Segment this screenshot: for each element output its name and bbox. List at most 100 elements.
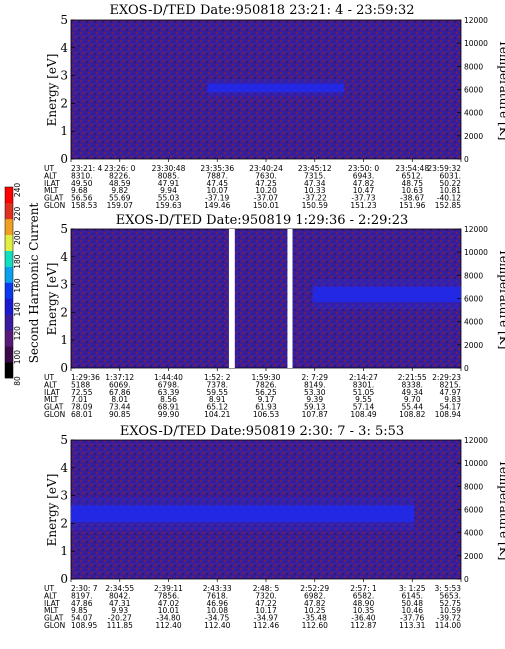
ephemeris-row-label: GLON [44,621,65,630]
ephemeris-cell: 2:34:55 [105,584,134,593]
ephemeris-cell: 67.86 [109,388,131,397]
ephemeris-cell: 51.05 [353,388,375,397]
ephemeris-row-label: GLAT [44,614,64,623]
ephemeris-cell: -20.27 [108,614,132,623]
ephemeris-cell: 68.91 [158,403,180,412]
ephemeris-cell: 46.96 [207,599,229,608]
colorbar-cell [5,298,13,315]
band-halo [312,279,461,310]
ephemeris-cell: -37.73 [351,194,375,203]
ephemeris-cell: 23:21: 4 [71,164,103,173]
ytick-right-label: 6000 [464,86,483,95]
ytick-right-label: 12000 [464,225,488,234]
ephemeris-cell: 23:30:48 [152,164,186,173]
ephemeris-cell: 8.91 [209,395,226,404]
ytick-label: 2 [60,96,68,110]
ephemeris-cell: 6145. [402,591,423,600]
ephemeris-cell: 9.70 [404,395,421,404]
ephemeris-cell: 9.55 [355,395,372,404]
panel-3-band [71,496,415,531]
colorbar-cell [5,362,13,379]
ephemeris-cell: 114.00 [435,621,461,630]
ephemeris-cell: 72.55 [71,388,93,397]
band-halo [207,79,344,97]
ephemeris-cell: 49.34 [402,388,424,397]
ephemeris-cell: 48.90 [353,599,375,608]
ephemeris-cell: 1:29:36 [71,373,100,382]
ephemeris-cell: 23:59:32 [427,164,461,173]
panel-1: EXOS-D/TED Date:950818 23:21: 4 - 23:59:… [44,3,505,210]
panel-3-ylabel-right: Temperature [K] [497,460,505,561]
ephemeris-row-label: GLON [44,201,65,210]
ephemeris-cell: 1:37:12 [105,373,134,382]
ytick-right-label: 8000 [464,62,483,71]
colorbar-tick-label: 160 [13,278,22,293]
ytick-label: 3 [60,489,68,503]
colorbar-label: Second Harmonic Current [27,203,41,364]
colorbar-cell [5,282,13,299]
ephemeris-cell: 8042. [109,591,130,600]
ephemeris-cell: 9.39 [306,395,323,404]
ephemeris-cell: 8310. [71,171,92,180]
ytick-label: 4 [60,41,68,55]
ytick-right-label: 6000 [464,506,483,515]
colorbar-cell [5,266,13,283]
ephemeris-cell: -37.19 [205,194,229,203]
ephemeris-cell: 23:35:36 [200,164,234,173]
ephemeris-cell: 55.03 [158,194,180,203]
ytick-right-label: 6000 [464,295,483,304]
ephemeris-cell: 9.82 [111,186,128,195]
colorbar: 80 100 120 140 160 180 200 220 240 Second Harmon… [4,183,41,386]
ephemeris-row-label: ILAT [44,599,60,608]
ephemeris-cell: 108.49 [350,410,376,419]
ephemeris-cell: 10.46 [402,606,424,615]
ephemeris-cell: 73.44 [109,403,131,412]
ephemeris-cell: 7315. [304,171,325,180]
ephemeris-cell: -37.22 [303,194,327,203]
ephemeris-cell: -39.72 [437,614,461,623]
ephemeris-cell: 8.01 [111,395,128,404]
ephemeris-cell: 52.75 [440,599,462,608]
ytick-label: 5 [60,433,68,447]
panel-1-band [207,79,344,97]
ephemeris-cell: 10.01 [158,606,180,615]
ephemeris-cell: 54.17 [440,403,462,412]
ephemeris-cell: 111.85 [107,621,133,630]
ephemeris-cell: -34.75 [205,614,229,623]
ephemeris-cell: -40.12 [437,194,461,203]
ephemeris-cell: 7378. [207,380,228,389]
ephemeris-cell: 2:52:29 [300,584,329,593]
colorbar-cell [5,218,13,236]
ephemeris-cell: 104.21 [204,410,230,419]
ephemeris-cell: -36.40 [351,614,375,623]
ephemeris-cell: 150.59 [302,201,328,210]
ephemeris-cell: 10.81 [440,186,462,195]
ephemeris-row-label: MLT [44,186,59,195]
ephemeris-cell: 112.60 [302,621,328,630]
ytick-right-label: 12000 [464,16,488,25]
ephemeris-cell: 23:40:24 [249,164,283,173]
ephemeris-cell: 10.47 [353,186,375,195]
panel-2: EXOS-D/TED Date:950819 1:29:36 - 2:29:23… [44,213,505,419]
ephemeris-cell: 61.93 [255,403,277,412]
ephemeris-cell: 47.02 [158,599,180,608]
ephemeris-cell: 10.59 [440,606,462,615]
ephemeris-cell: 47.91 [158,179,180,188]
ephemeris-cell: 55.44 [402,403,424,412]
ephemeris-cell: -38.67 [400,194,424,203]
colorbar-cell [5,346,13,363]
ephemeris-cell: 10.20 [255,186,277,195]
ephemeris-cell: 2:29:23 [432,373,461,382]
band-core [71,505,415,523]
panel-3-ylabel: Energy [eV] [45,474,59,547]
ephemeris-cell: 56.25 [255,388,277,397]
ephemeris-cell: 47.45 [207,179,229,188]
colorbar-cell [5,187,13,204]
ephemeris-cell: 59.55 [207,388,229,397]
ephemeris-cell: 6031. [440,171,461,180]
colorbar-tick-label: 80 [13,376,22,386]
ephemeris-cell: 8.56 [160,395,177,404]
ytick-right-label: 0 [464,155,469,164]
ephemeris-cell: -37.76 [400,614,424,623]
